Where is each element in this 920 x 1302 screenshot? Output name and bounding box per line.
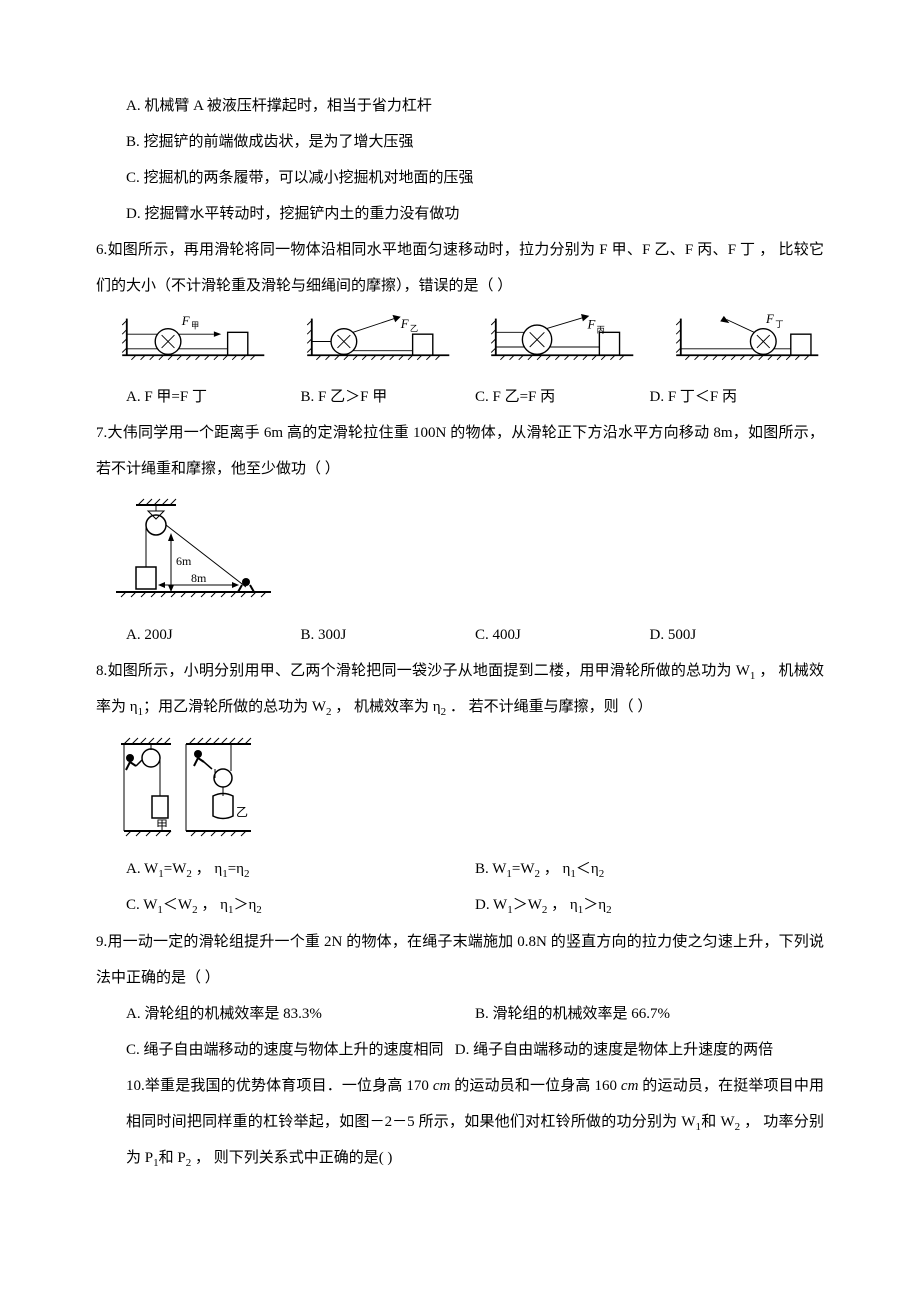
q7-height-label: 6m bbox=[176, 554, 192, 568]
q7-text: 7.大伟同学用一个距离手 6m 高的定滑轮拉住重 100N 的物体，从滑轮正下方… bbox=[96, 415, 824, 487]
q8-options-row1: A. W1=W2 ， η1=η2 B. W1=W2 ， η1＜η2 bbox=[96, 851, 824, 887]
q8-jia-label: 甲 bbox=[156, 818, 168, 832]
svg-text:F: F bbox=[765, 314, 774, 326]
q6-option-c: C. F 乙=F 丙 bbox=[475, 379, 650, 415]
svg-text:丁: 丁 bbox=[775, 320, 783, 329]
svg-text:F: F bbox=[181, 314, 190, 328]
svg-text:甲: 甲 bbox=[191, 322, 199, 331]
q7-option-c: C. 400J bbox=[475, 617, 650, 653]
q8-options-row2: C. W1＜W2 ， η1＞η2 D. W1＞W2 ， η1＞η2 bbox=[96, 887, 824, 923]
q10-text: 10.举重是我国的优势体育项目．一位身高 170 cm 的运动员和一位身高 16… bbox=[96, 1068, 824, 1177]
q6-diagram-jia: F甲 bbox=[116, 314, 271, 369]
q5-option-d: D. 挖掘臂水平转动时，挖掘铲内土的重力没有做功 bbox=[96, 196, 824, 232]
q5-option-b: B. 挖掘铲的前端做成齿状，是为了增大压强 bbox=[96, 124, 824, 160]
q9-option-b: B. 滑轮组的机械效率是 66.7% bbox=[475, 996, 824, 1032]
q5-option-a: A. 机械臂 A 被液压杆撑起时，相当于省力杠杆 bbox=[96, 88, 824, 124]
q7-diagram: 6m 8m bbox=[96, 487, 824, 617]
q6-diagram-ding: F丁 bbox=[670, 314, 825, 369]
q6-options: A. F 甲=F 丁 B. F 乙＞F 甲 C. F 乙=F 丙 D. F 丁＜… bbox=[96, 379, 824, 415]
q9-options-row2: C. 绳子自由端移动的速度与物体上升的速度相同 D. 绳子自由端移动的速度是物体… bbox=[96, 1032, 824, 1068]
q6-diagrams: F甲 F乙 F丙 bbox=[96, 304, 824, 379]
q7-width-label: 8m bbox=[191, 571, 207, 585]
q7-option-a: A. 200J bbox=[126, 617, 301, 653]
svg-text:乙: 乙 bbox=[409, 324, 417, 333]
q6-option-d: D. F 丁＜F 丙 bbox=[650, 379, 825, 415]
q6-option-b: B. F 乙＞F 甲 bbox=[301, 379, 476, 415]
q8-option-d: D. W1＞W2 ， η1＞η2 bbox=[475, 887, 824, 923]
q8-option-a: A. W1=W2 ， η1=η2 bbox=[126, 851, 475, 887]
q8-diagram: 甲 乙 bbox=[96, 726, 824, 851]
q6-option-a: A. F 甲=F 丁 bbox=[126, 379, 301, 415]
q7-options: A. 200J B. 300J C. 400J D. 500J bbox=[96, 617, 824, 653]
q9-option-d: D. 绳子自由端移动的速度是物体上升速度的两倍 bbox=[455, 1042, 773, 1058]
q8-option-b: B. W1=W2 ， η1＜η2 bbox=[475, 851, 824, 887]
q9-option-a: A. 滑轮组的机械效率是 83.3% bbox=[126, 996, 475, 1032]
q9-text: 9.用一动一定的滑轮组提升一个重 2N 的物体，在绳子末端施加 0.8N 的竖直… bbox=[96, 924, 824, 996]
svg-text:丙: 丙 bbox=[597, 325, 605, 334]
q8-text: 8.如图所示，小明分别用甲、乙两个滑轮把同一袋沙子从地面提到二楼，用甲滑轮所做的… bbox=[96, 653, 824, 726]
q9-options-row1: A. 滑轮组的机械效率是 83.3% B. 滑轮组的机械效率是 66.7% bbox=[96, 996, 824, 1032]
q8-yi-label: 乙 bbox=[236, 805, 248, 819]
q9-option-c: C. 绳子自由端移动的速度与物体上升的速度相同 bbox=[126, 1042, 444, 1058]
q7-option-d: D. 500J bbox=[650, 617, 825, 653]
q7-option-b: B. 300J bbox=[301, 617, 476, 653]
q6-diagram-bing: F丙 bbox=[485, 314, 640, 369]
svg-text:F: F bbox=[586, 318, 595, 332]
q8-option-c: C. W1＜W2 ， η1＞η2 bbox=[126, 887, 475, 923]
q5-option-c: C. 挖掘机的两条履带，可以减小挖掘机对地面的压强 bbox=[96, 160, 824, 196]
svg-text:F: F bbox=[399, 317, 408, 331]
q6-diagram-yi: F乙 bbox=[301, 314, 456, 369]
q6-text: 6.如图所示，再用滑轮将同一物体沿相同水平地面匀速移动时，拉力分别为 F 甲、F… bbox=[96, 232, 824, 304]
